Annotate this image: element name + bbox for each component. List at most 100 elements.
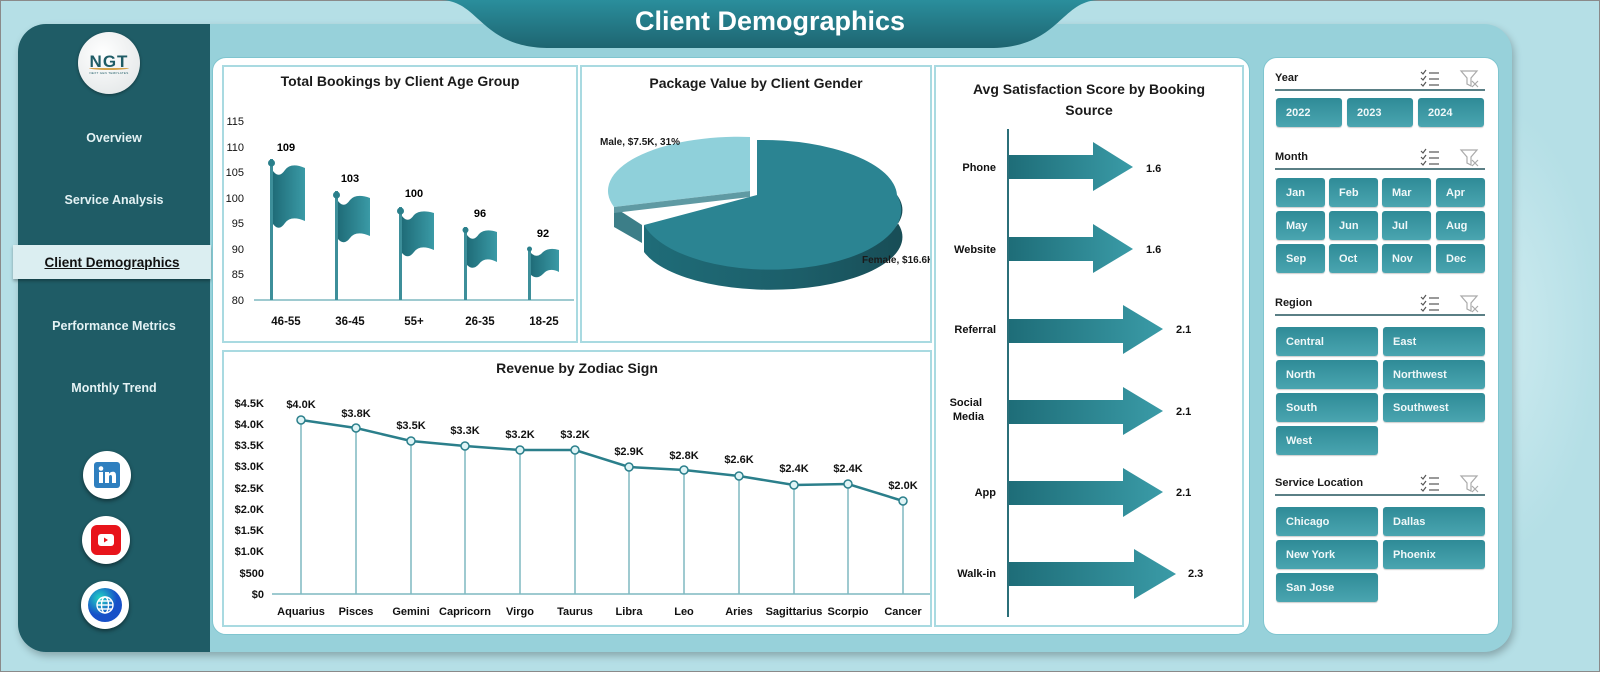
location-option-dallas[interactable]: Dallas [1383,507,1485,536]
svg-text:92: 92 [537,228,549,240]
svg-text:85: 85 [232,269,244,281]
month-option-apr[interactable]: Apr [1436,178,1485,207]
svg-text:$2.6K: $2.6K [724,454,753,466]
month-option-jan[interactable]: Jan [1276,178,1325,207]
month-option-aug[interactable]: Aug [1436,211,1485,240]
chart-title: Package Value by Client Gender [649,75,863,91]
flag-18-25: 92 [527,228,559,300]
svg-text:$4.0K: $4.0K [286,399,315,411]
svg-text:$4.5K: $4.5K [235,398,264,410]
clear-filter-icon[interactable] [1459,294,1481,314]
multi-select-icon[interactable] [1419,474,1441,494]
month-option-feb[interactable]: Feb [1329,178,1378,207]
logo-subtext: NEXT GEN TEMPLATES [89,70,129,75]
chart-bookings-by-age: Total Bookings by Client Age Group 80 85 9… [222,65,578,343]
svg-text:1.6: 1.6 [1146,163,1161,175]
region-option-south[interactable]: South [1276,393,1378,422]
svg-text:110: 110 [226,142,244,154]
svg-text:Aquarius: Aquarius [277,606,325,618]
region-option-northwest[interactable]: Northwest [1383,360,1485,389]
sidebar-item-overview[interactable]: Overview [86,131,142,145]
svg-text:Gemini: Gemini [392,606,429,618]
sidebar-item-performance-metrics[interactable]: Performance Metrics [52,319,176,333]
page-title: Client Demographics [634,6,906,36]
sidebar-item-monthly-trend[interactable]: Monthly Trend [71,381,157,395]
svg-text:100: 100 [405,188,423,200]
month-option-dec[interactable]: Dec [1436,244,1485,273]
location-option-phoenix[interactable]: Phoenix [1383,540,1485,569]
year-option-2024[interactable]: 2024 [1418,98,1484,127]
youtube-button[interactable] [82,516,130,564]
svg-text:103: 103 [341,173,359,185]
svg-text:$2.5K: $2.5K [235,483,264,495]
multi-select-icon[interactable] [1419,294,1441,314]
svg-text:90: 90 [232,244,244,256]
region-option-west[interactable]: West [1276,426,1378,455]
month-option-may[interactable]: May [1276,211,1325,240]
svg-text:2.1: 2.1 [1176,324,1191,336]
svg-text:105: 105 [226,167,244,179]
gender-pie-chart: Male, $7.5K, 31% Female, $16.6K, 69% [600,136,930,290]
female-label: Female, $16.6K, 69% [862,255,930,266]
svg-text:2.1: 2.1 [1176,406,1191,418]
svg-text:$4.0K: $4.0K [235,419,264,431]
location-option-chicago[interactable]: Chicago [1276,507,1378,536]
svg-text:Phone: Phone [962,162,996,174]
svg-text:$3.2K: $3.2K [560,429,589,441]
x-axis-labels: 46-55 36-45 55+ 26-35 18-25 [271,316,559,328]
service-location-slicer-label: Service Location [1275,477,1364,489]
region-option-central[interactable]: Central [1276,327,1378,356]
month-option-jul[interactable]: Jul [1382,211,1431,240]
svg-text:$2.4K: $2.4K [833,463,862,475]
month-option-mar[interactable]: Mar [1382,178,1431,207]
clear-filter-icon[interactable] [1459,148,1481,168]
svg-text:$3.2K: $3.2K [505,429,534,441]
region-option-north[interactable]: North [1276,360,1378,389]
linkedin-button[interactable] [83,451,131,499]
month-option-jun[interactable]: Jun [1329,211,1378,240]
year-option-2023[interactable]: 2023 [1347,98,1413,127]
svg-text:80: 80 [232,295,244,307]
svg-text:$3.0K: $3.0K [235,461,264,473]
arrow-website: 1.6 Website [954,224,1161,273]
clear-filter-icon[interactable] [1459,474,1481,494]
svg-text:115: 115 [226,116,244,128]
arrow-phone: 1.6 Phone [962,142,1161,191]
chart-satisfaction-by-source: Avg Satisfaction Score by Booking Source… [934,65,1244,627]
svg-text:55+: 55+ [404,316,424,328]
pie-slice-male [607,136,750,207]
zodiac-line-chart: $0 $500 $1.0K $1.5K $2.0K $2.5K $3.0K $3… [235,398,930,618]
satisfaction-arrow-chart: 1.6 Phone 1.6 Website 2.1 Referral 2.1 Socia… [950,129,1203,617]
pie-slice-female [644,139,902,270]
location-option-san-jose[interactable]: San Jose [1276,573,1378,602]
y-axis-ticks: $0 $500 $1.0K $1.5K $2.0K $2.5K $3.0K $3… [235,398,264,601]
website-button[interactable] [81,581,129,629]
multi-select-icon[interactable] [1419,69,1441,89]
arrow-social-media: 2.1 Social Media [950,387,1191,435]
multi-select-icon[interactable] [1419,148,1441,168]
location-option-new-york[interactable]: New York [1276,540,1378,569]
year-option-2022[interactable]: 2022 [1276,98,1342,127]
svg-text:Scorpio: Scorpio [828,606,869,618]
svg-text:Virgo: Virgo [506,606,534,618]
month-slicer-label: Month [1275,151,1308,163]
svg-text:100: 100 [226,193,244,205]
month-option-nov[interactable]: Nov [1382,244,1431,273]
svg-text:1.6: 1.6 [1146,244,1161,256]
region-option-southwest[interactable]: Southwest [1383,393,1485,422]
svg-text:$1.5K: $1.5K [235,525,264,537]
region-option-east[interactable]: East [1383,327,1485,356]
month-option-oct[interactable]: Oct [1329,244,1378,273]
svg-text:109: 109 [277,142,295,154]
sidebar-item-client-demographics[interactable]: Client Demographics [13,245,211,279]
chart-package-value-by-gender: Package Value by Client Gender Male, $7.… [580,65,932,343]
svg-text:$3.5K: $3.5K [235,440,264,452]
sidebar-item-service-analysis[interactable]: Service Analysis [64,193,164,207]
svg-text:Walk-in: Walk-in [957,568,996,580]
clear-filter-icon[interactable] [1459,69,1481,89]
chart-title: Revenue by Zodiac Sign [496,360,658,376]
month-option-sep[interactable]: Sep [1276,244,1325,273]
svg-text:$0: $0 [252,589,264,601]
